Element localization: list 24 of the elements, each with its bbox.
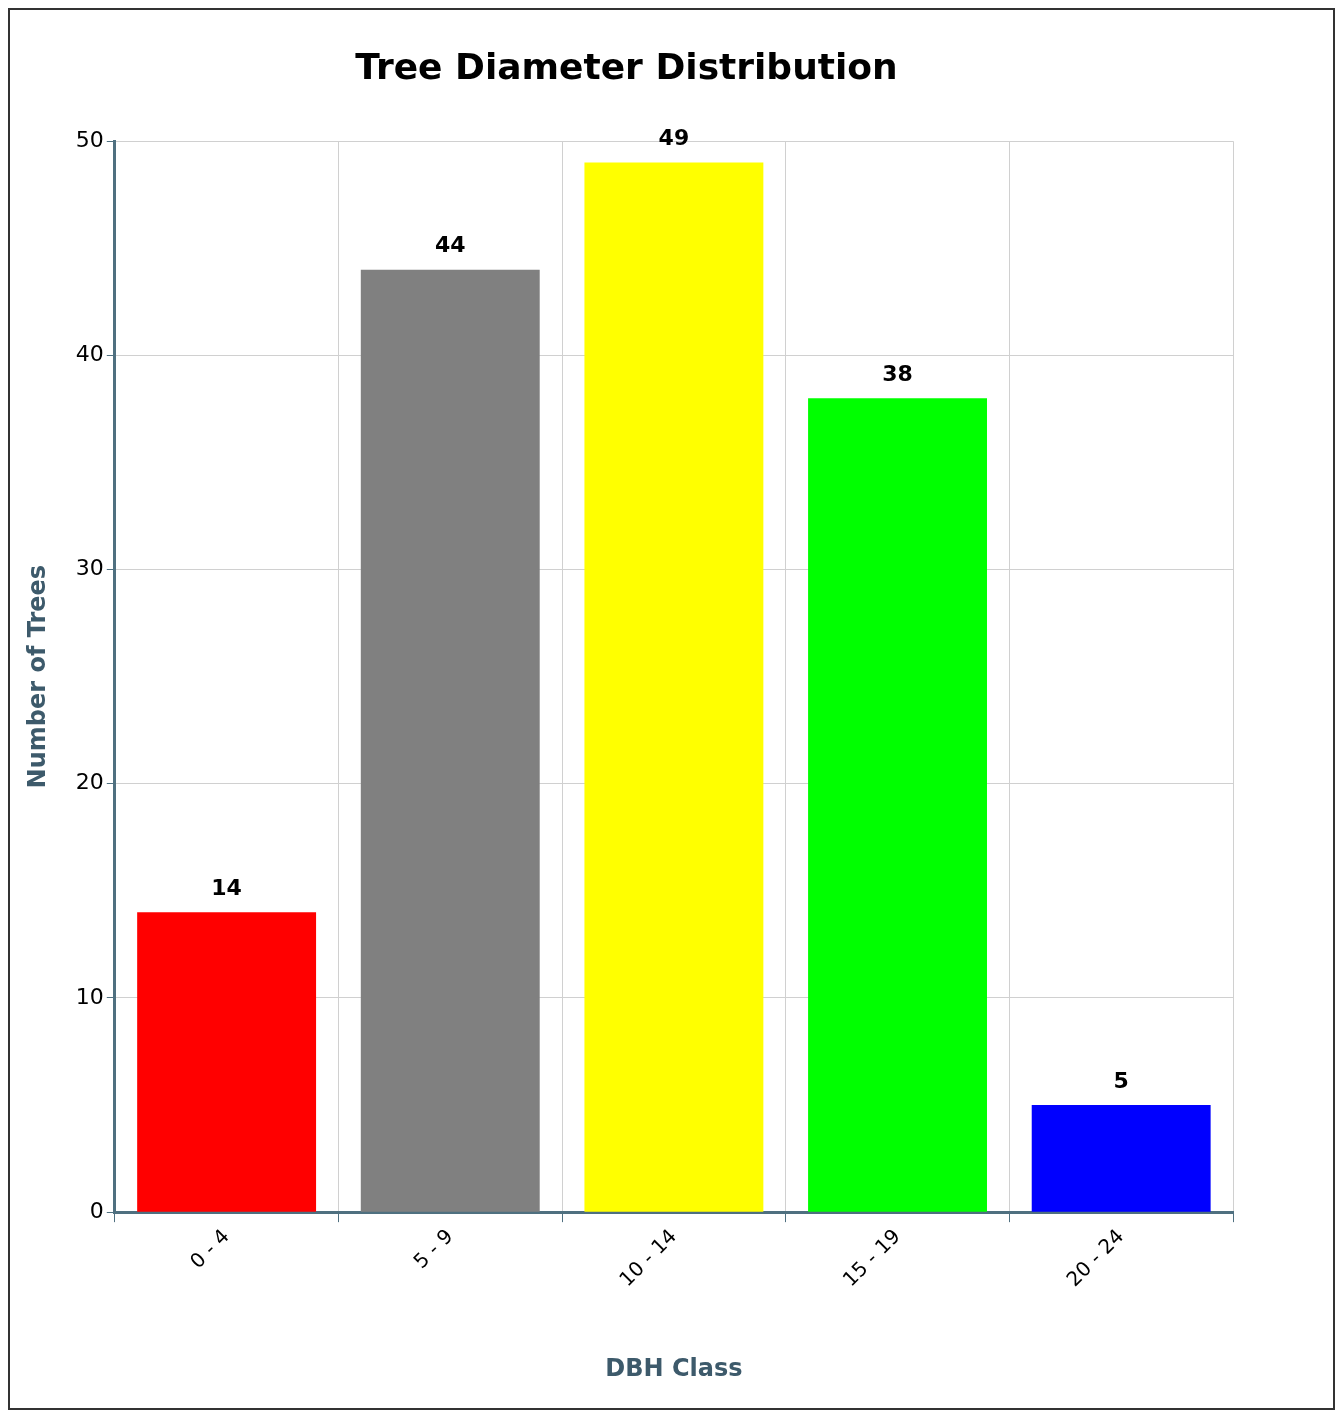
x-tick-label: 10 - 14 (614, 1223, 682, 1291)
x-axis-title: DBH Class (605, 1353, 743, 1382)
bar (137, 912, 317, 1212)
y-tick-label: 50 (75, 126, 104, 152)
y-axis-title: Number of Trees (22, 564, 51, 789)
y-tick-label: 40 (75, 341, 104, 367)
y-tick-label: 20 (75, 769, 104, 795)
bar (808, 398, 987, 1212)
chart-title: Tree Diameter Distribution (355, 45, 898, 87)
x-tick-label: 15 - 19 (837, 1223, 905, 1291)
bar (360, 269, 540, 1212)
data-label: 49 (658, 125, 690, 151)
bar (584, 162, 764, 1212)
data-label: 38 (882, 360, 913, 386)
data-label: 44 (434, 232, 466, 258)
x-tick-label: 0 - 4 (184, 1223, 234, 1273)
y-tick-label: 0 (89, 1197, 104, 1223)
x-tick-label: 20 - 24 (1061, 1223, 1129, 1291)
y-tick-label: 30 (75, 555, 104, 581)
bar (1031, 1105, 1211, 1212)
x-tick-label: 5 - 9 (408, 1223, 458, 1273)
data-label: 5 (1113, 1067, 1129, 1093)
data-label: 14 (211, 875, 242, 900)
y-tick-label: 10 (75, 983, 104, 1009)
